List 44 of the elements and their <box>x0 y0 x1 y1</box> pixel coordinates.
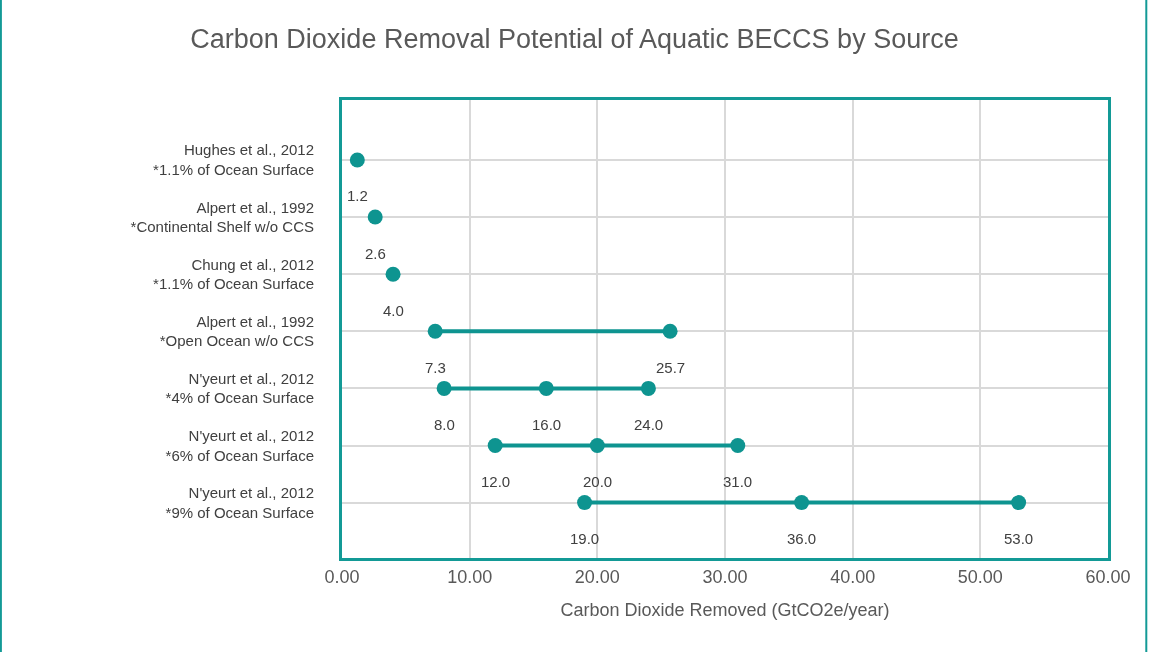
point <box>577 495 593 511</box>
y-tick-label: Hughes et al., 2012 *1.1% of Ocean Surface <box>153 141 314 178</box>
point <box>427 323 443 339</box>
data-label: 53.0 <box>1004 530 1034 547</box>
point <box>794 495 810 511</box>
x-tick-label: 20.00 <box>574 566 620 587</box>
y-tick-label: N'yeurt et al., 2012 *4% of Ocean Surface <box>165 369 314 407</box>
y-tick-label: Chung et al., 2012 *1.1% of Ocean Surface <box>153 255 314 293</box>
point <box>662 323 678 339</box>
y-tick-label: N'yeurt et al., 2012 *9% of Ocean Surface <box>165 484 314 521</box>
point <box>349 152 365 168</box>
x-tick-label: 40.00 <box>830 566 876 587</box>
point <box>640 380 656 396</box>
point <box>385 266 401 282</box>
point <box>367 209 383 225</box>
data-label: 25.7 <box>656 359 686 376</box>
y-tick-label: Alpert et al., 1992 *Open Ocean w/o CCS <box>159 312 314 350</box>
data-label: 12.0 <box>481 473 511 490</box>
point <box>730 438 746 453</box>
data-label: 36.0 <box>787 530 817 547</box>
point <box>589 438 605 453</box>
point <box>436 380 452 396</box>
data-label: 7.3 <box>425 359 446 376</box>
x-tick-label: 30.00 <box>702 566 748 587</box>
data-label: 31.0 <box>723 473 753 490</box>
data-label: 20.0 <box>583 473 613 490</box>
data-label: 1.2 <box>347 187 368 204</box>
data-label: 2.6 <box>365 245 386 262</box>
x-tick-label: 50.00 <box>957 566 1003 587</box>
data-label: 8.0 <box>434 416 455 433</box>
y-tick-label: N'yeurt et al., 2012 *6% of Ocean Surface <box>165 427 314 464</box>
x-axis-title: Carbon Dioxide Removed (GtCO2e/year) <box>560 599 890 620</box>
data-label: 16.0 <box>532 416 562 433</box>
data-label: 24.0 <box>634 416 664 433</box>
chart-title: Carbon Dioxide Removal Potential of Aquatic BECCS by Source <box>190 24 959 55</box>
point <box>487 438 503 453</box>
point <box>538 380 554 396</box>
data-label: 19.0 <box>570 530 600 547</box>
x-tick-label: 0.00 <box>324 566 360 587</box>
y-tick-label: Alpert et al., 1992 *Continental Shelf w/o CCS <box>130 198 314 236</box>
data-label: 4.0 <box>383 302 404 319</box>
x-tick-label: 10.00 <box>447 566 493 587</box>
x-tick-label: 60.00 <box>1085 566 1131 587</box>
point <box>1011 495 1027 511</box>
